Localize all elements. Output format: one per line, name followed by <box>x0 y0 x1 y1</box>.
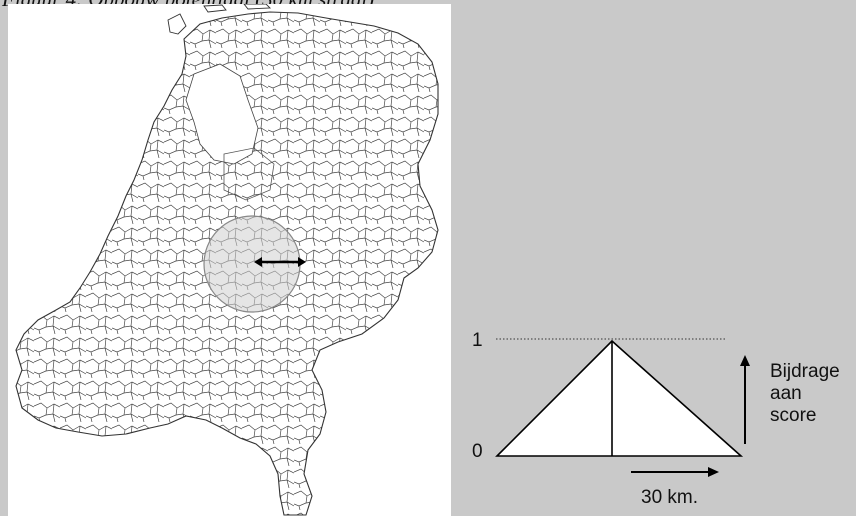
contribution-label-line: aan <box>770 383 802 404</box>
label-level-one: 1 <box>472 330 483 351</box>
contribution-label: Bijdrage aan score <box>770 361 854 427</box>
contribution-triangle <box>495 339 744 457</box>
netherlands-map <box>8 4 451 516</box>
label-level-zero: 0 <box>472 441 483 462</box>
contribution-label-line: score <box>770 405 817 426</box>
municipality-map-svg <box>15 4 439 516</box>
distance-label: 30 km. <box>641 487 699 508</box>
contribution-label-line: Bijdrage <box>770 361 840 382</box>
